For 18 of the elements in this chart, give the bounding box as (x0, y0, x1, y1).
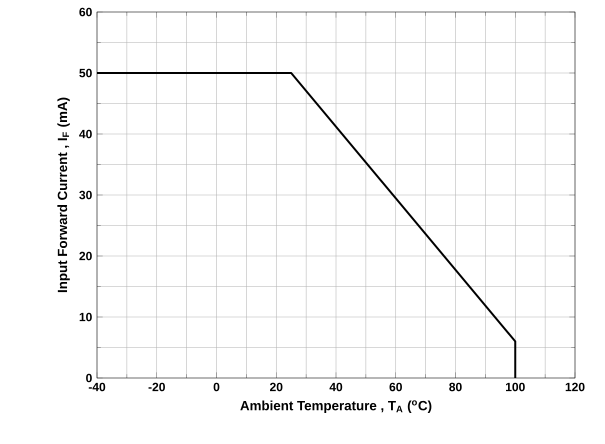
x-tick-label: 120 (566, 382, 585, 392)
x-tick-label: 40 (330, 382, 342, 392)
x-tick-label: -40 (88, 382, 106, 392)
y-tick-label: 30 (79, 190, 92, 200)
y-tick-label: 40 (79, 130, 92, 138)
y-axis-title: Input Forward Current , I$_{F}$ (mA) (57, 98, 70, 292)
x-tick-label: 20 (270, 382, 282, 392)
y-tick-label: 50 (79, 68, 92, 78)
y-tick-label: 0 (86, 374, 92, 382)
x-tick-label: 100 (506, 382, 525, 392)
x-tick-label: -20 (148, 382, 165, 392)
x-axis-title: Ambient Temperature , T$_{A}$ ($^{o}$C) (240, 400, 432, 413)
y-tick-label: 60 (79, 8, 92, 16)
x-tick-label: 80 (449, 382, 462, 392)
y-tick-label: 20 (79, 252, 92, 260)
x-tick-label: 0 (214, 382, 220, 392)
x-tick-label: 60 (390, 382, 402, 392)
y-tick-label: 10 (80, 312, 92, 322)
